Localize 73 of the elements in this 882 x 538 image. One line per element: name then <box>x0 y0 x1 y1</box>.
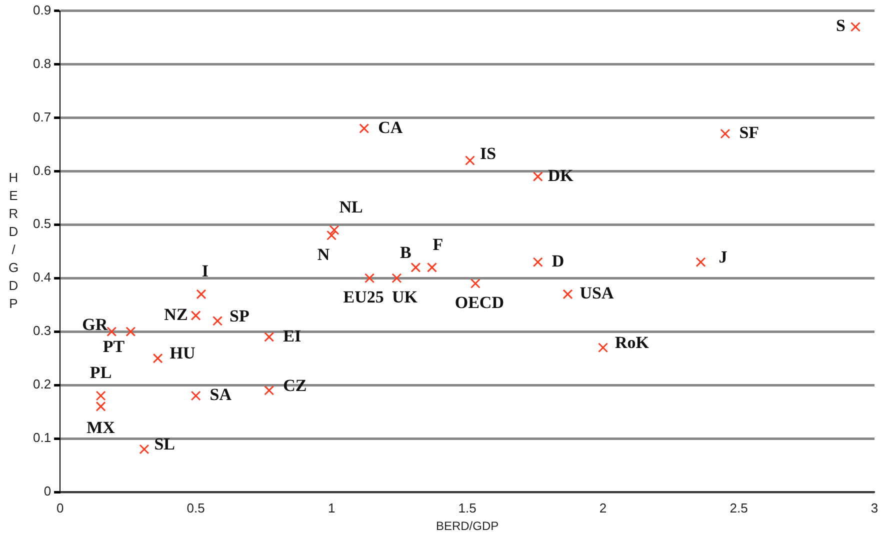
point <box>196 289 206 300</box>
annotation: CZ <box>283 376 307 395</box>
annotation: DK <box>548 166 574 185</box>
point <box>152 353 163 364</box>
annotation: HU <box>170 344 196 363</box>
point <box>190 310 201 321</box>
point <box>326 230 337 240</box>
point <box>850 22 860 32</box>
annotation: S <box>836 16 846 36</box>
x-tick-label: 1.5 <box>458 500 476 516</box>
y-tick-label: 0.1 <box>32 430 52 446</box>
annotation: I <box>202 262 209 281</box>
x-axis-title: BERD/GDP <box>436 519 499 534</box>
x-tick-label: 0.5 <box>186 500 205 516</box>
point <box>264 332 274 342</box>
annotation: USA <box>580 284 614 303</box>
annotation: N <box>317 244 330 264</box>
annotation: NZ <box>164 304 188 324</box>
annotation: GR <box>82 314 108 334</box>
point <box>329 225 340 236</box>
point <box>126 326 136 337</box>
annotation: RoK <box>615 333 650 352</box>
annotation: PT <box>102 336 126 356</box>
point <box>392 273 402 284</box>
annotation: MX <box>86 418 116 437</box>
annotation: PL <box>90 363 112 382</box>
x-tick-label: 2.5 <box>730 500 748 516</box>
x-tick-label: 1 <box>328 500 336 516</box>
y-tick-label: 0.7 <box>32 109 52 124</box>
point <box>427 262 437 272</box>
x-tick-label: 0 <box>56 500 64 516</box>
y-tick-label: 0.2 <box>32 376 52 392</box>
annotation: SF <box>739 123 760 142</box>
point <box>465 156 475 166</box>
annotation: SA <box>210 385 232 404</box>
point <box>106 326 117 337</box>
point <box>410 262 421 272</box>
y-tick-label: 0.3 <box>32 323 52 338</box>
y-tick-label: 0.5 <box>32 216 52 232</box>
y-tick-label: 0.6 <box>32 162 52 178</box>
y-tick-label: 0 <box>44 484 52 499</box>
x-tick-label: 2 <box>599 500 607 516</box>
annotation: IS <box>480 144 496 163</box>
annotation: F <box>432 234 444 254</box>
annotation: NL <box>339 197 363 216</box>
annotation: EU25 <box>343 288 384 307</box>
annotation: UK <box>392 288 418 307</box>
point <box>359 123 370 134</box>
annotation: SP <box>230 306 250 326</box>
point <box>139 444 150 454</box>
point <box>598 342 608 353</box>
point <box>364 273 375 284</box>
point <box>212 316 223 326</box>
point <box>562 289 573 300</box>
point <box>532 172 543 182</box>
y-tick-label: 0.4 <box>32 270 52 285</box>
annotation: J <box>718 247 728 266</box>
point <box>264 385 274 396</box>
annotation: SL <box>154 434 176 454</box>
x-tick-label: 3 <box>870 500 878 516</box>
y-axis-title: HERD/GDP <box>6 170 22 314</box>
annotation: B <box>400 242 412 262</box>
point <box>470 278 480 288</box>
point <box>190 390 201 401</box>
point <box>696 257 706 268</box>
annotation: CA <box>378 118 404 137</box>
point <box>532 257 543 268</box>
y-tick-label: 0.8 <box>32 56 52 71</box>
annotation: D <box>552 251 564 270</box>
y-tick-label: 0.9 <box>32 2 52 18</box>
annotation: EI <box>283 326 302 346</box>
point <box>720 128 730 139</box>
annotation: OECD <box>454 292 504 312</box>
